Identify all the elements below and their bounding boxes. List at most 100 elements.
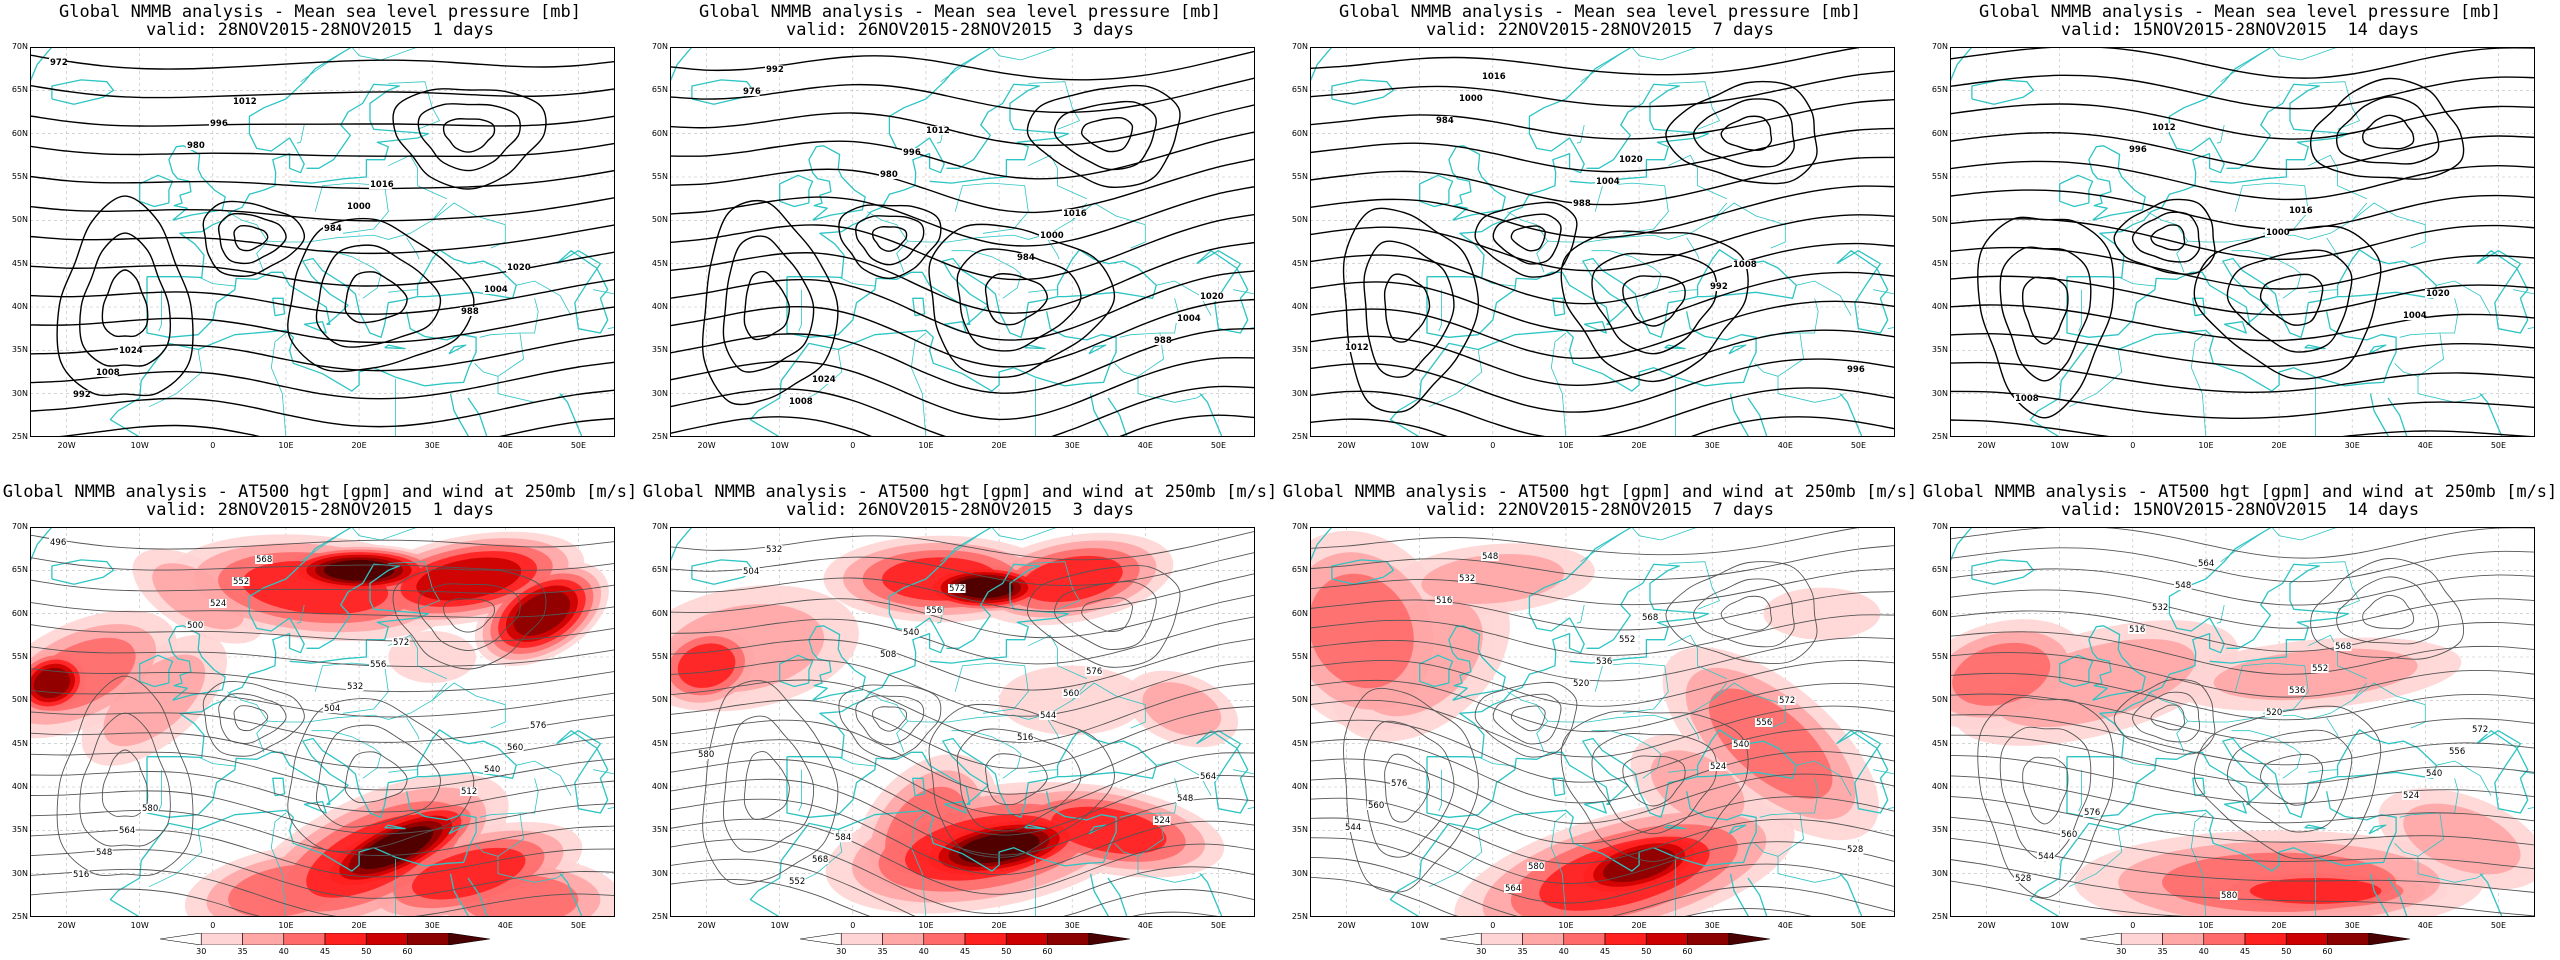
contour-line (1310, 242, 1895, 305)
country-border (798, 769, 802, 812)
country-border (2220, 50, 2265, 83)
isobar-contours (1950, 47, 2535, 437)
coastline (2368, 824, 2387, 835)
coastline (1664, 344, 1686, 350)
lat-tick-label: 25N (11, 912, 28, 921)
map-area: 972 980 984 988 992 996 1000 1004 1008 1012 1016 10… (30, 47, 615, 437)
lon-tick-label: 30E (2344, 921, 2360, 930)
contour-label: 1008 (96, 368, 120, 378)
closed-contour (202, 681, 305, 757)
contour-label: 544 (2038, 852, 2054, 862)
lat-tick-label: 55N (1291, 652, 1308, 661)
contour-label: 556 (370, 660, 386, 670)
coastline (786, 249, 1157, 338)
contour-line (1950, 568, 2535, 606)
contour-label: 508 (880, 650, 896, 660)
contour-label: 1020 (2426, 289, 2450, 299)
contour-label-bg (1641, 613, 1659, 622)
wind-speed-region (955, 577, 1014, 599)
contour-line (30, 646, 615, 667)
contour-label-bg (2174, 581, 2192, 590)
closed-contour (1492, 693, 1562, 745)
closed-contour (855, 215, 925, 266)
lat-tick-label: 25N (1931, 912, 1948, 921)
lon-tick-label: 10E (2198, 921, 2214, 930)
contour-label-bg (1458, 574, 1476, 583)
panel-title: Global NMMB analysis - AT500 hgt [gpm] a… (2, 482, 638, 502)
coastline (384, 344, 406, 350)
closed-contour (344, 271, 408, 324)
closed-contour (2226, 249, 2353, 353)
contour-label-bg (1085, 667, 1103, 676)
contour-label-bg (1618, 155, 1641, 164)
contour-line (30, 306, 615, 344)
contour-line (1950, 714, 2535, 766)
country-border (1777, 856, 1845, 883)
country-border (1247, 806, 1255, 810)
colorbar-swatch (800, 933, 842, 945)
contour-label: 996 (2129, 145, 2147, 155)
closed-contour (1560, 230, 1749, 383)
map-panel-mslp-1: Global NMMB analysis - Mean sea level pr… (0, 0, 640, 480)
isobar-contours (1310, 47, 1895, 437)
coastline (691, 79, 755, 105)
coastline (779, 174, 814, 208)
contour-label: 580 (2221, 891, 2237, 901)
coastline (2369, 393, 2390, 437)
contour-label: 548 (1482, 552, 1498, 562)
coastline (2059, 654, 2094, 688)
country-border (991, 527, 1058, 541)
contour-line (670, 551, 1255, 586)
closed-contour (2022, 756, 2069, 825)
coastline (1196, 250, 1249, 334)
graticule (30, 47, 615, 437)
contour-label-bg (2288, 686, 2306, 695)
panel-valid-period: valid: 22NOV2015-28NOV2015 7 days (1426, 500, 1774, 520)
country-border (1057, 168, 1087, 200)
coastline (1419, 654, 1454, 688)
country-border (1686, 237, 1700, 260)
lat-tick-label: 25N (1931, 432, 1948, 441)
contour-label-bg (392, 638, 410, 647)
borders (789, 47, 1255, 437)
contour-line (30, 115, 615, 127)
coastline (1199, 873, 1223, 917)
colorbar-tick-label: 50 (361, 947, 372, 956)
coastline (1729, 393, 1750, 437)
lat-tick-label: 45N (11, 738, 28, 748)
contour-labels: 516 520 524 528 532 536 540 544 548 552 556 560 564 5… (2014, 559, 2489, 901)
country-border (149, 830, 203, 888)
wind-speed-region (358, 826, 434, 870)
coastline (1950, 527, 1973, 562)
lon-tick-label: 20E (991, 441, 1007, 450)
contour-line (30, 888, 595, 917)
coastline (1089, 873, 1110, 917)
lat-tick-label: 65N (651, 565, 668, 575)
contour-line (1310, 416, 1895, 437)
contour-label-bg (1367, 801, 1385, 810)
contour-line (670, 798, 1255, 876)
contour-label-bg (2265, 708, 2283, 717)
borders (789, 527, 1255, 917)
lat-tick-label: 50N (651, 215, 668, 225)
coastline (139, 654, 174, 688)
coastline (1331, 559, 1395, 585)
contour-label-bg (1039, 711, 1057, 720)
contour-label-bg (1062, 209, 1085, 218)
coastline (2304, 824, 2326, 830)
closed-contour (1622, 275, 1686, 327)
colorbar-swatch (242, 933, 285, 945)
map-panel-z500-7: Global NMMB analysis - AT500 hgt [gpm] a… (1280, 480, 1920, 960)
country-border (1873, 289, 1895, 295)
coastline (449, 873, 470, 917)
wind-speed-region (152, 563, 245, 630)
colorbar-labels: 30 35 40 45 50 60 (2080, 947, 2410, 957)
panel-title: Global NMMB analysis - AT500 hgt [gpm] a… (1922, 482, 2558, 502)
contour-label: 1004 (2403, 311, 2427, 321)
coastline (1583, 321, 1607, 334)
coastline (559, 873, 583, 917)
country-border (497, 856, 565, 883)
contour-line (30, 361, 615, 400)
coastline (1199, 393, 1223, 437)
map-svg: 496 500 504 512 516 524 532 540 548 552 556 560 564 5… (30, 527, 615, 917)
